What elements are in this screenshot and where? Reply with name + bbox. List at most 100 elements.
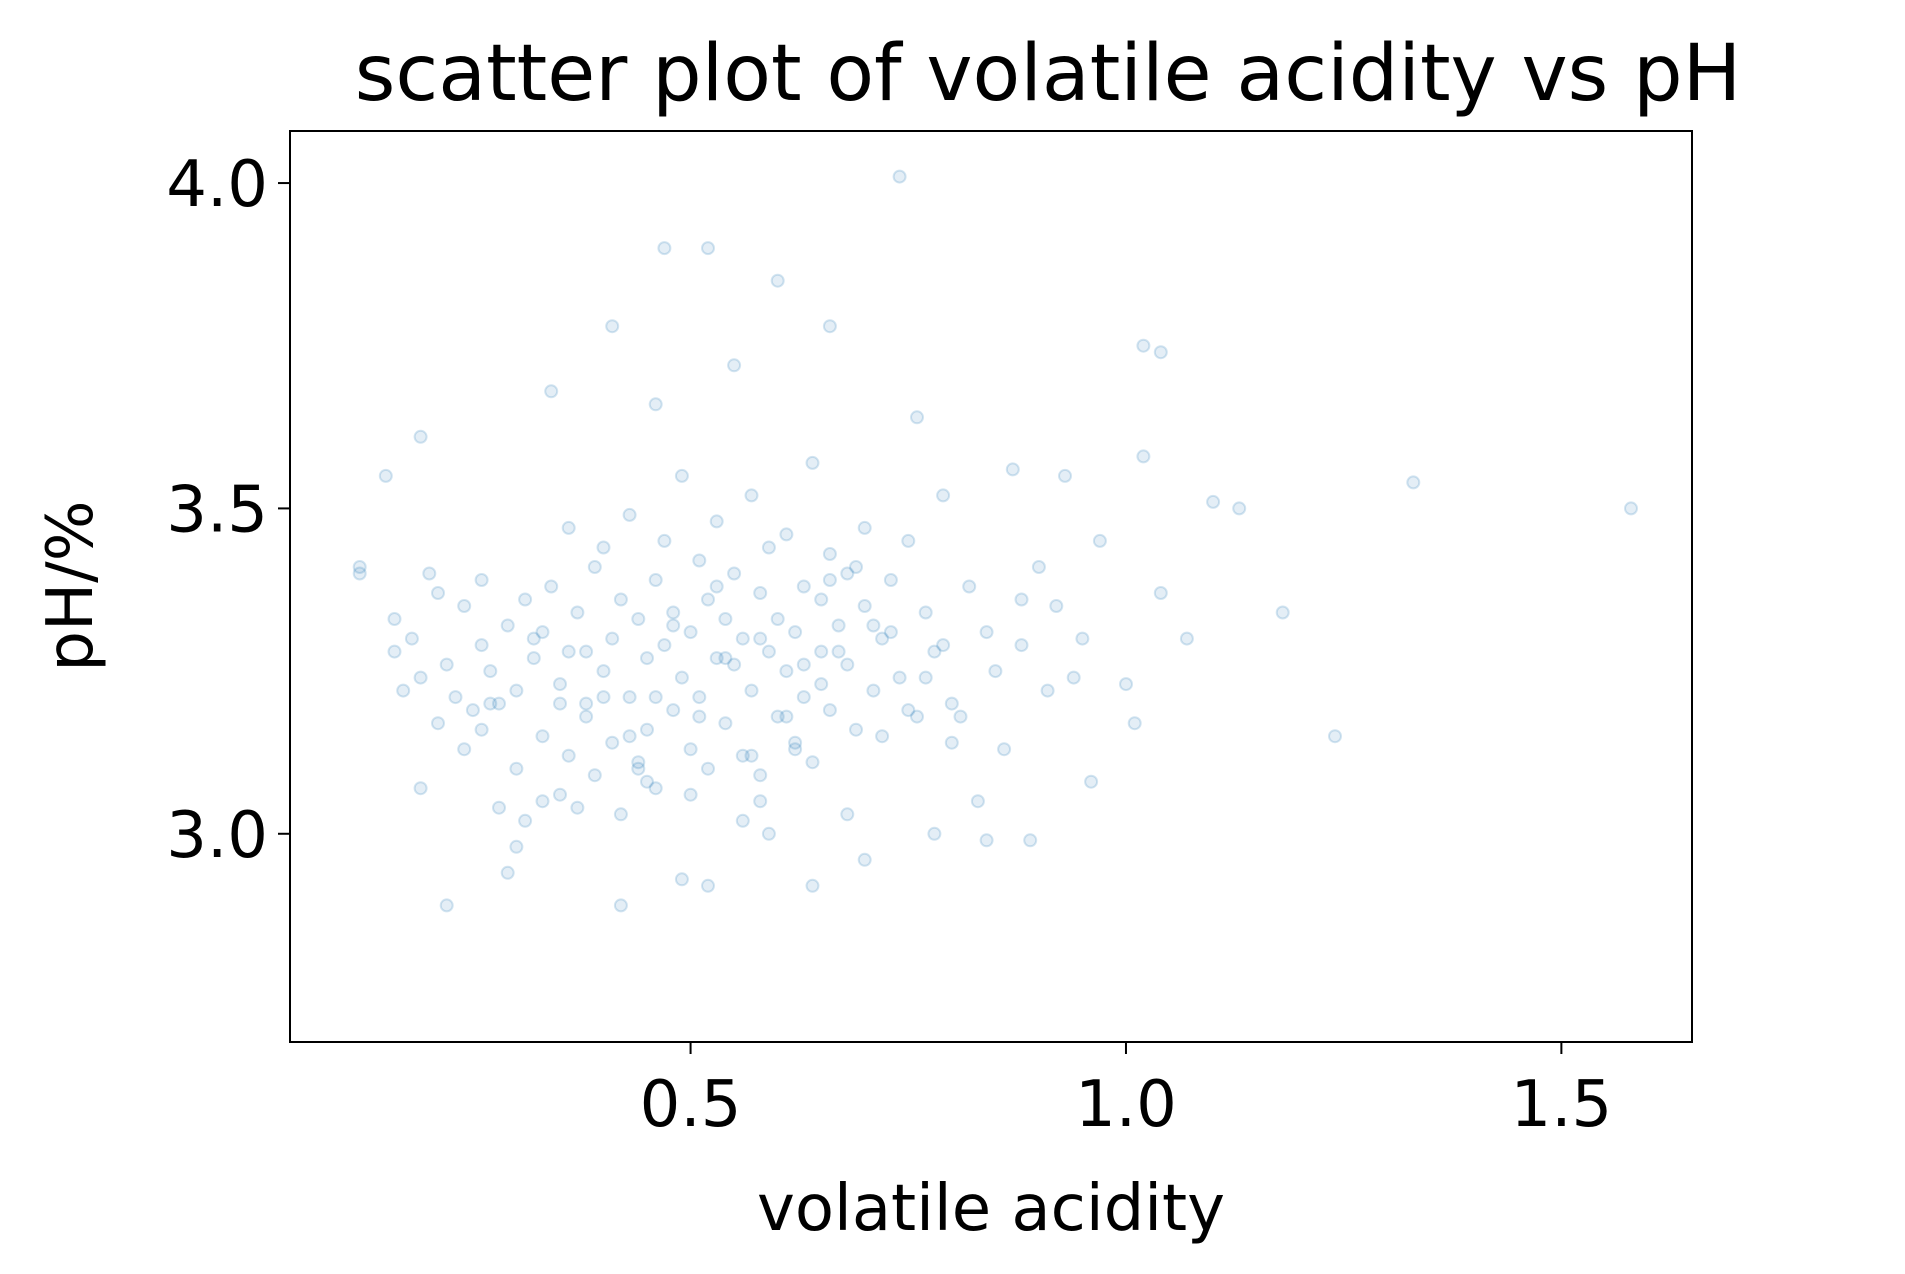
- data-point: [866, 618, 881, 633]
- data-point: [962, 579, 977, 594]
- data-point: [788, 742, 803, 757]
- data-point: [613, 898, 628, 913]
- y-tick-label: 4.0: [166, 148, 268, 222]
- data-point: [404, 631, 419, 646]
- x-tick-label: 1.0: [1075, 1068, 1177, 1142]
- data-point: [761, 644, 776, 659]
- data-point: [805, 755, 820, 770]
- data-point: [492, 800, 506, 815]
- data-point: [683, 625, 698, 640]
- data-point: [483, 664, 498, 679]
- data-point: [796, 690, 811, 705]
- data-point: [701, 878, 715, 893]
- data-point: [387, 644, 402, 659]
- data-point: [910, 410, 924, 425]
- data-point: [596, 664, 611, 679]
- data-point: [918, 605, 933, 620]
- data-point: [779, 709, 794, 724]
- data-point: [666, 605, 681, 620]
- data-point: [1040, 683, 1055, 698]
- data-point: [570, 605, 585, 620]
- data-point: [814, 644, 829, 659]
- data-point: [822, 573, 837, 587]
- data-point: [483, 696, 498, 711]
- data-point: [553, 677, 567, 692]
- data-point: [561, 644, 576, 659]
- data-point: [561, 748, 576, 763]
- data-point: [796, 657, 811, 672]
- data-point: [1084, 774, 1099, 789]
- data-point: [753, 768, 768, 783]
- data-point: [535, 729, 550, 744]
- data-point: [631, 755, 646, 770]
- data-point: [579, 696, 594, 711]
- data-point: [1031, 560, 1046, 574]
- data-point: [1136, 449, 1151, 464]
- data-point: [492, 696, 506, 711]
- axes-frame: [289, 130, 1693, 1043]
- data-point: [692, 690, 707, 705]
- data-points: [352, 169, 1638, 913]
- data-point: [701, 761, 715, 776]
- data-point: [640, 774, 654, 789]
- data-point: [1127, 716, 1142, 731]
- data-point: [553, 696, 567, 711]
- data-point: [352, 560, 367, 574]
- data-point: [596, 540, 611, 555]
- data-point: [831, 644, 846, 659]
- data-point: [901, 533, 916, 548]
- data-point: [439, 898, 454, 913]
- data-point: [918, 670, 933, 685]
- data-point: [927, 644, 942, 659]
- data-point: [831, 618, 846, 633]
- x-tick-label: 0.5: [640, 1068, 742, 1142]
- data-point: [892, 169, 907, 184]
- data-point: [474, 722, 489, 737]
- data-point: [352, 566, 367, 581]
- data-point: [413, 429, 428, 444]
- data-point: [1014, 638, 1029, 653]
- data-point: [779, 527, 794, 542]
- data-point: [718, 612, 733, 626]
- x-tick-label: 1.5: [1510, 1068, 1612, 1142]
- data-point: [509, 761, 524, 776]
- data-point: [439, 657, 454, 672]
- data-point: [509, 839, 524, 854]
- data-point: [883, 573, 898, 587]
- data-point: [1014, 592, 1029, 607]
- data-point: [605, 735, 620, 750]
- data-point: [396, 683, 411, 698]
- x-axis-label: volatile acidity: [757, 1172, 1225, 1246]
- data-point: [822, 319, 837, 334]
- data-point: [979, 833, 994, 848]
- data-point: [431, 586, 445, 600]
- data-point: [579, 709, 594, 724]
- data-point: [1092, 533, 1107, 548]
- data-point: [413, 781, 428, 796]
- data-point: [613, 592, 628, 607]
- data-point: [666, 703, 681, 718]
- data-point: [805, 878, 820, 893]
- data-point: [457, 599, 472, 613]
- data-point: [735, 631, 750, 646]
- data-point: [387, 612, 402, 626]
- data-point: [814, 677, 829, 692]
- data-point: [761, 826, 776, 841]
- data-point: [875, 631, 890, 646]
- data-point: [1179, 631, 1194, 646]
- data-point: [840, 566, 855, 581]
- data-point: [709, 651, 724, 666]
- data-point: [640, 651, 654, 666]
- data-point: [648, 397, 663, 412]
- data-point: [587, 768, 602, 783]
- data-point: [727, 657, 742, 672]
- x-axis-ticks: 0.5 1.0 1.5: [640, 1042, 1612, 1142]
- data-point: [997, 742, 1012, 757]
- data-point: [727, 566, 742, 581]
- data-point: [1153, 345, 1168, 360]
- data-point: [796, 579, 811, 594]
- data-point: [944, 696, 959, 711]
- data-point: [631, 761, 646, 776]
- data-point: [413, 670, 428, 685]
